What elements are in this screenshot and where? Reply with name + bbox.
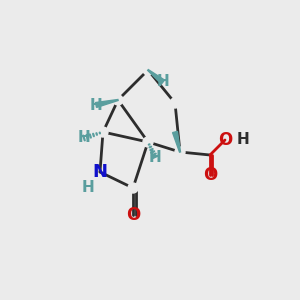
Circle shape <box>143 137 153 147</box>
Text: H: H <box>148 149 161 164</box>
Text: H: H <box>90 98 102 112</box>
Circle shape <box>175 147 185 157</box>
Text: H: H <box>157 74 169 89</box>
Circle shape <box>98 127 108 137</box>
Circle shape <box>128 183 138 193</box>
Circle shape <box>170 98 180 108</box>
Polygon shape <box>95 100 118 107</box>
Polygon shape <box>148 70 165 84</box>
Polygon shape <box>172 131 181 152</box>
Text: O: O <box>126 206 140 224</box>
Text: H: H <box>237 133 249 148</box>
Circle shape <box>113 95 123 105</box>
Text: O: O <box>218 131 232 149</box>
Circle shape <box>143 65 153 75</box>
Text: O: O <box>203 166 217 184</box>
Text: N: N <box>92 163 107 181</box>
Text: H: H <box>82 179 94 194</box>
Text: H: H <box>78 130 90 146</box>
